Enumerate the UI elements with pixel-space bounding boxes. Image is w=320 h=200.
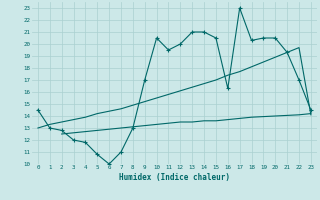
X-axis label: Humidex (Indice chaleur): Humidex (Indice chaleur) (119, 173, 230, 182)
